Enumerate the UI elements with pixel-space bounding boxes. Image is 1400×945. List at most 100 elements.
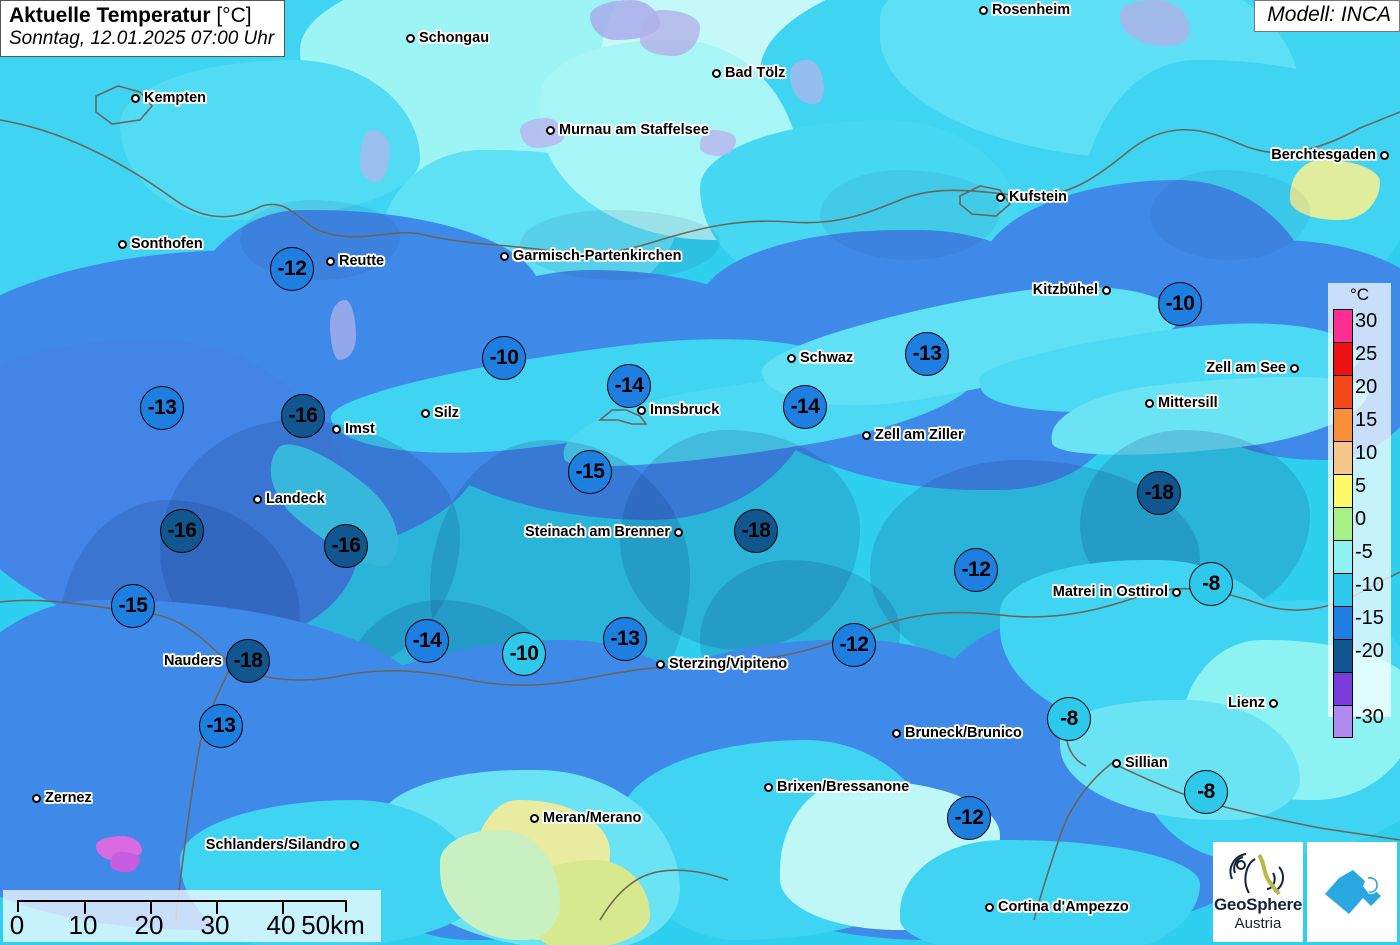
timestamp: Sonntag, 12.01.2025 07:00 Uhr: [9, 28, 275, 50]
city-marker: Reutte: [326, 253, 384, 269]
legend-band: [1333, 639, 1353, 672]
city-marker: Bad Tölz: [712, 65, 785, 81]
legend-band: [1333, 375, 1353, 408]
city-marker: Zernez: [32, 790, 92, 806]
city-dot-icon: [1172, 587, 1181, 597]
logo-group: GeoSphere Austria: [1213, 842, 1397, 942]
legend-label: 0: [1355, 508, 1367, 530]
blue-arrow-icon: [1325, 870, 1381, 914]
city-dot-icon: [500, 251, 509, 261]
legend-label: 15: [1355, 409, 1378, 431]
city-dot-icon: [546, 125, 555, 135]
city-dot-icon: [421, 408, 430, 418]
temperature-marker: -8: [1189, 562, 1233, 606]
temperature-marker: -12: [270, 247, 314, 291]
scale-tick: [282, 902, 284, 914]
city-name: Schlanders/Silandro: [205, 837, 346, 853]
temperature-marker: -16: [281, 394, 325, 438]
city-marker: Schlanders/Silandro: [206, 837, 359, 853]
temperature-marker: -12: [832, 623, 876, 667]
city-dot-icon: [530, 813, 539, 823]
city-dot-icon: [350, 840, 359, 850]
city-name: Steinach am Brenner: [524, 524, 670, 540]
city-marker: Bruneck/Brunico: [892, 725, 1022, 741]
legend-label: 30: [1355, 310, 1378, 332]
city-marker: Sonthofen: [118, 236, 203, 252]
city-marker: Garmisch-Partenkirchen: [500, 248, 681, 264]
temperature-marker: -10: [1158, 282, 1202, 326]
city-dot-icon: [1269, 698, 1278, 708]
city-name: Sillian: [1125, 755, 1168, 771]
temperature-marker: -10: [482, 336, 526, 380]
city-name: Garmisch-Partenkirchen: [513, 248, 682, 264]
legend-band: [1333, 705, 1353, 738]
temperature-marker: -10: [502, 632, 546, 676]
geosphere-logo: GeoSphere Austria: [1213, 842, 1303, 942]
legend-label: -20: [1355, 640, 1384, 662]
temperature-marker: -8: [1047, 697, 1091, 741]
temperature-marker: -14: [607, 364, 651, 408]
city-dot-icon: [406, 33, 415, 43]
city-name: Kempten: [144, 90, 207, 106]
scale-ruler: [17, 900, 347, 914]
city-name: Murnau am Staffelsee: [559, 122, 709, 138]
temperature-marker: -13: [603, 617, 647, 661]
city-marker: Murnau am Staffelsee: [546, 122, 709, 138]
scale-tick: [84, 902, 86, 914]
city-marker: Schwaz: [787, 350, 853, 366]
city-name: Schwaz: [800, 350, 854, 366]
city-name: Mittersill: [1158, 395, 1218, 411]
city-marker: Brixen/Bressanone: [764, 779, 909, 795]
model-label: Modell: INCA: [1254, 0, 1400, 32]
temperature-marker: -14: [783, 385, 827, 429]
city-name: Matrei in Osttirol: [1052, 584, 1168, 600]
legend-band: [1333, 342, 1353, 375]
city-dot-icon: [656, 659, 665, 669]
arrow-logo: [1307, 842, 1397, 942]
legend-band: [1333, 408, 1353, 441]
city-name: Innsbruck: [650, 402, 720, 418]
city-name: Silz: [434, 405, 459, 421]
legend-label: 10: [1355, 442, 1378, 464]
city-marker: Meran/Merano: [530, 810, 641, 826]
city-marker: Schongau: [406, 30, 489, 46]
city-marker: Rosenheim: [979, 2, 1070, 18]
temperature-marker: -8: [1184, 770, 1228, 814]
legend-band: [1333, 309, 1353, 342]
page-title: Aktuelle Temperatur: [9, 4, 211, 27]
city-marker: Imst: [332, 421, 375, 437]
city-name: Bruneck/Brunico: [905, 725, 1022, 741]
city-marker: Zell am Ziller: [862, 427, 964, 443]
scale-bar: 0 10 20 30 40 50km: [3, 890, 381, 942]
legend-band: [1333, 573, 1353, 606]
city-name: Rosenheim: [992, 2, 1071, 18]
city-marker: Steinach am Brenner: [525, 524, 683, 540]
city-name: Landeck: [266, 491, 325, 507]
geosphere-name: GeoSphere: [1214, 894, 1302, 914]
temperature-marker: -16: [160, 509, 204, 553]
legend-label: [1355, 672, 1384, 705]
city-name: Schongau: [419, 30, 490, 46]
city-name: Sonthofen: [131, 236, 203, 252]
legend-label: -30: [1355, 706, 1384, 728]
city-dot-icon: [1290, 363, 1299, 373]
city-dot-icon: [862, 430, 871, 440]
city-marker: Kempten: [131, 90, 206, 106]
legend-color-bands: [1333, 309, 1353, 738]
legend-band: [1333, 672, 1353, 705]
city-marker: Zell am See: [1206, 360, 1299, 376]
scale-number: 10: [68, 910, 98, 940]
scale-number: 50km: [301, 910, 365, 940]
city-name: Lienz: [1227, 695, 1265, 711]
temperature-marker: -13: [140, 386, 184, 430]
city-dot-icon: [332, 424, 341, 434]
city-marker: Kufstein: [996, 189, 1067, 205]
city-marker: Landeck: [253, 491, 325, 507]
legend-band: [1333, 474, 1353, 507]
city-marker: Berchtesgaden: [1271, 147, 1389, 163]
legend-band: [1333, 507, 1353, 540]
city-dot-icon: [892, 728, 901, 738]
city-marker: Sterzing/Vipiteno: [656, 656, 787, 672]
legend-label: 20: [1355, 376, 1378, 398]
